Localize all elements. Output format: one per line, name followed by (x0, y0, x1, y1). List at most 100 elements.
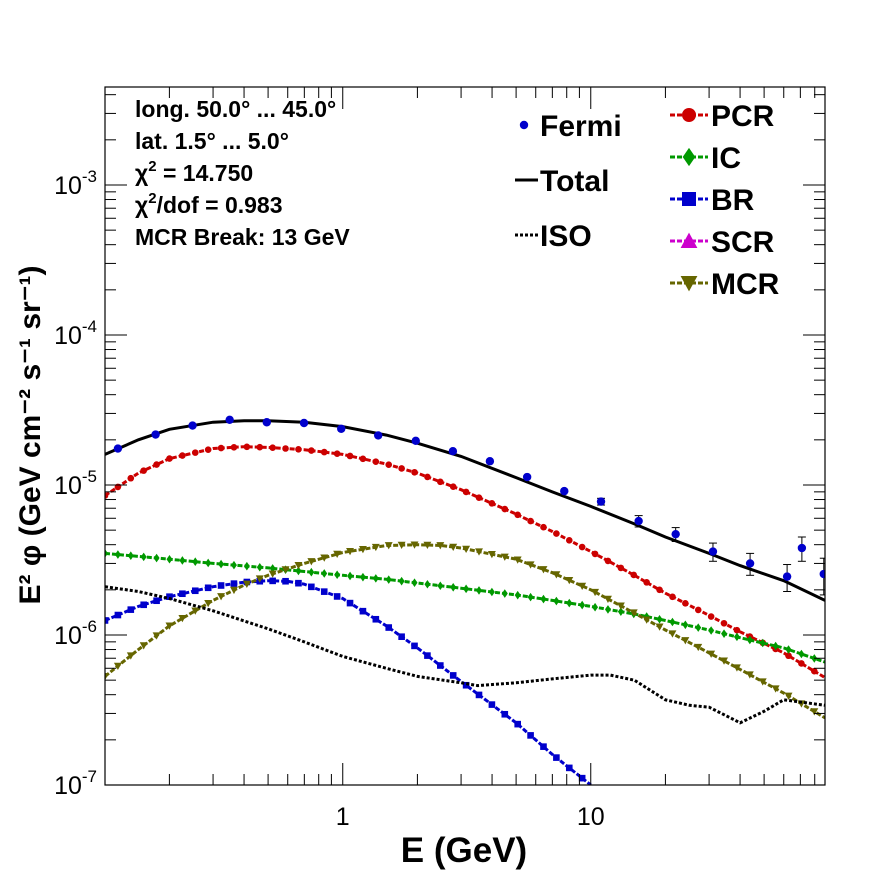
series-point-br (333, 593, 341, 600)
series-point-mcr (449, 543, 458, 551)
series-point-br (204, 584, 212, 592)
x-axis-label: E (GeV) (401, 831, 527, 870)
legend-label-mcr: MCR (711, 268, 780, 301)
fermi-point (188, 421, 197, 430)
series-point-pcr (449, 483, 457, 491)
series-point-pcr (475, 494, 483, 501)
series-point-br (424, 652, 431, 659)
series-point-mcr (784, 692, 793, 700)
series-point-mcr (681, 637, 690, 645)
fermi-point (374, 431, 383, 440)
series-line-iso (105, 585, 825, 725)
series-point-ic (488, 587, 495, 597)
y-axis-label: E² φ (GeV cm⁻² s⁻¹ sr⁻¹) (14, 265, 47, 604)
series-point-ic (127, 551, 134, 561)
series-point-br (488, 701, 496, 708)
fermi-point (299, 418, 309, 428)
series-point-pcr (385, 461, 393, 468)
series-point-pcr (604, 557, 612, 565)
series-point-pcr (578, 543, 586, 551)
series-point-br (527, 732, 534, 739)
series-point-pcr (398, 465, 405, 472)
fermi-point (819, 569, 825, 579)
series-point-ic (527, 592, 534, 602)
series-point-pcr (707, 613, 715, 620)
series-point-mcr (475, 548, 483, 556)
series-point-pcr (540, 523, 547, 531)
series-point-ic (501, 589, 508, 598)
fermi-point (448, 446, 458, 456)
series-point-ic (321, 569, 328, 578)
series-point-pcr (733, 626, 741, 634)
x-tick-label: 1 (336, 803, 350, 831)
legend: Fermi Total ISO PCR IC BR SCR MCR (515, 100, 780, 301)
series-point-mcr (423, 541, 432, 549)
series-line-ic (105, 551, 825, 664)
series-point-mcr (230, 586, 238, 595)
series-point-mcr (294, 562, 303, 570)
legend-label-pcr: PCR (711, 100, 775, 133)
series-fermi (113, 415, 825, 596)
series-point-br (295, 579, 302, 587)
series-point-mcr (105, 673, 109, 681)
series-point-pcr (127, 474, 135, 482)
series-point-ic (759, 638, 766, 648)
series-point-pcr (462, 488, 470, 496)
series-point-ic (476, 586, 482, 595)
series-point-pcr (372, 458, 380, 465)
series-point-mcr (204, 599, 213, 608)
series-point-pcr (153, 461, 160, 468)
series-point-mcr (191, 607, 200, 615)
series-point-pcr (669, 593, 676, 601)
series-point-ic (398, 576, 405, 586)
series-point-ic (566, 598, 573, 608)
series-ic (105, 549, 825, 664)
series-point-ic (105, 549, 108, 558)
fermi-point (411, 436, 420, 446)
series-point-mcr (242, 580, 251, 588)
series-point-mcr (591, 588, 600, 597)
legend-entry-mcr: MCR (670, 268, 780, 301)
series-point-pcr (333, 450, 341, 457)
series-point-mcr (707, 650, 716, 658)
series-point-ic (463, 584, 470, 594)
fermi-point (151, 430, 160, 439)
series-point-mcr (732, 664, 741, 672)
series-point-pcr (308, 447, 315, 454)
series-point-pcr (682, 600, 689, 607)
series-point-ic (179, 556, 186, 565)
series-point-mcr (810, 708, 819, 716)
series-point-br (462, 681, 470, 689)
series-point-ic (450, 583, 457, 592)
info-line: lat. 1.5° ... 5.0° (135, 128, 289, 154)
series-point-mcr (758, 678, 767, 686)
series-point-ic (256, 562, 263, 572)
fermi-point (708, 547, 718, 556)
fermi-point (225, 415, 234, 425)
series-point-pcr (204, 446, 212, 453)
legend-entry-br: BR (670, 184, 755, 217)
series-point-ic (424, 579, 431, 589)
series-point-br (114, 611, 122, 619)
series-point-ic (437, 581, 444, 591)
series-point-br (320, 588, 328, 595)
series-point-ic (669, 617, 676, 627)
series-point-ic (785, 645, 792, 654)
series-point-mcr (513, 556, 522, 564)
series-point-pcr (411, 468, 418, 476)
series-point-pcr (191, 449, 199, 456)
series-point-br (269, 577, 276, 585)
series-point-pcr (643, 579, 650, 586)
series-point-ic (695, 623, 702, 632)
legend-label-fermi: Fermi (540, 110, 622, 143)
legend-entry-total: Total (515, 165, 609, 198)
series-point-br (372, 615, 380, 623)
series-point-mcr (281, 566, 290, 574)
series-mcr (105, 541, 825, 720)
series-point-mcr (694, 643, 703, 652)
series-point-ic (372, 574, 379, 583)
series-point-br (308, 583, 315, 591)
series-point-mcr (371, 543, 380, 552)
x-tick-label: 10 (577, 803, 605, 831)
